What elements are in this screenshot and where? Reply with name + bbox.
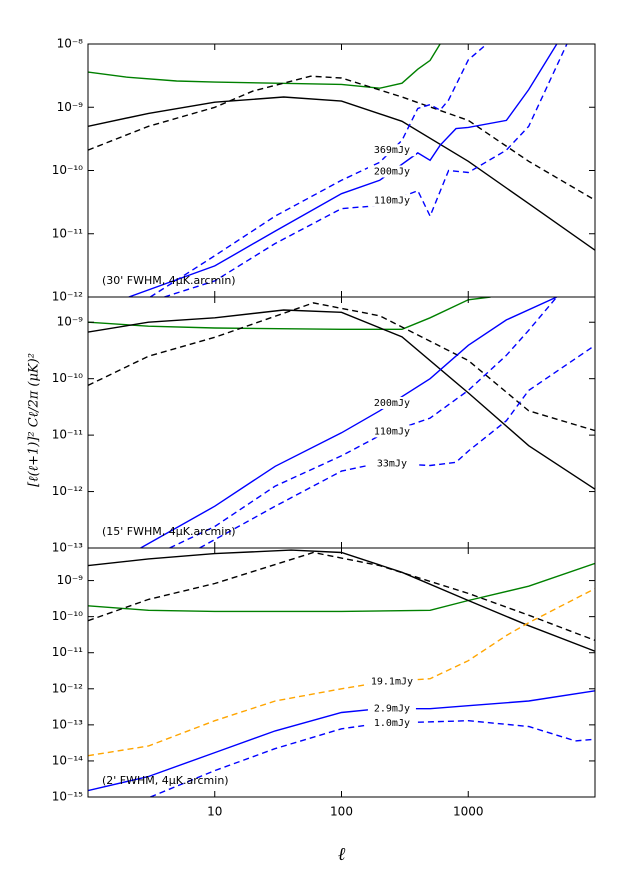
label-bg — [367, 702, 416, 715]
label-bg — [367, 165, 416, 178]
y-tick-label: 10⁻¹⁰ — [52, 163, 83, 177]
series-line — [88, 562, 595, 613]
series-line — [88, 309, 595, 490]
y-tick-label: 10⁻¹³ — [52, 717, 83, 731]
y-tick-label: 10⁻⁹ — [57, 573, 84, 587]
series-label: 369mJy — [374, 145, 410, 156]
series-label: 2.9mJy — [374, 704, 410, 715]
y-tick-label: 10⁻¹¹ — [52, 645, 83, 659]
y-tick-label: 10⁻¹⁴ — [52, 753, 83, 767]
series-line — [164, 44, 568, 297]
plot-area — [88, 549, 595, 797]
series-label: 110mJy — [374, 426, 410, 437]
panel-annotation: (30' FWHM, 4μK.arcmin) — [102, 274, 236, 287]
y-tick-label: 10⁻¹⁰ — [52, 609, 83, 623]
label-bg — [367, 194, 416, 207]
series-line — [88, 297, 491, 330]
series-label: 200mJy — [374, 398, 410, 409]
panel-annotation: (15' FWHM, 4μK.arcmin) — [102, 525, 236, 538]
x-tick-label: 10 — [207, 805, 222, 819]
y-tick-label: 10⁻¹³ — [52, 541, 83, 555]
series-line — [88, 551, 595, 642]
y-tick-label: 10⁻⁸ — [57, 37, 84, 51]
y-tick-label: 10⁻⁹ — [57, 100, 84, 114]
plot-frame — [87, 43, 596, 298]
series-line — [140, 297, 558, 548]
x-tick-label: 100 — [330, 805, 353, 819]
y-tick-label: 10⁻¹⁰ — [52, 371, 83, 385]
series-line — [88, 96, 595, 251]
x-axis-label: ℓ — [338, 844, 346, 865]
series-label: 1.0mJy — [374, 718, 410, 729]
y-tick-label: 10⁻¹¹ — [52, 428, 83, 442]
series-line — [128, 44, 558, 297]
y-tick-label: 10⁻¹⁵ — [52, 790, 83, 804]
series-label: 200mJy — [374, 166, 410, 177]
series-label: 110mJy — [374, 196, 410, 207]
series-line — [88, 549, 595, 652]
plot-area — [88, 297, 595, 548]
label-bg — [367, 675, 416, 688]
label-bg — [367, 396, 416, 409]
y-axis-label: [ℓ(ℓ+1)]² Cℓ/2π (μK)² — [27, 353, 42, 487]
series-line — [88, 690, 595, 792]
label-bg — [367, 425, 416, 438]
y-tick-label: 10⁻¹² — [52, 290, 83, 304]
panel-annotation: (2' FWHM, 4μK.arcmin) — [102, 774, 229, 787]
label-bg — [367, 457, 416, 470]
plot-frame — [87, 296, 596, 549]
plot-area — [88, 44, 595, 297]
plot-frame — [87, 547, 596, 798]
series-label: 19.1mJy — [371, 677, 413, 688]
series-label: 33mJy — [377, 459, 407, 470]
label-bg — [367, 144, 416, 157]
y-tick-label: 10⁻¹² — [52, 681, 83, 695]
series-line — [88, 587, 595, 757]
series-line — [169, 297, 558, 548]
series-line — [149, 44, 488, 297]
series-line — [88, 44, 441, 89]
label-bg — [367, 717, 416, 730]
y-tick-label: 10⁻¹¹ — [52, 226, 83, 240]
y-tick-label: 10⁻¹² — [52, 484, 83, 498]
series-line — [88, 302, 595, 432]
series-line — [199, 344, 595, 548]
x-tick-label: 1000 — [453, 805, 484, 819]
series-line — [88, 75, 595, 201]
y-tick-label: 10⁻⁹ — [57, 315, 84, 329]
